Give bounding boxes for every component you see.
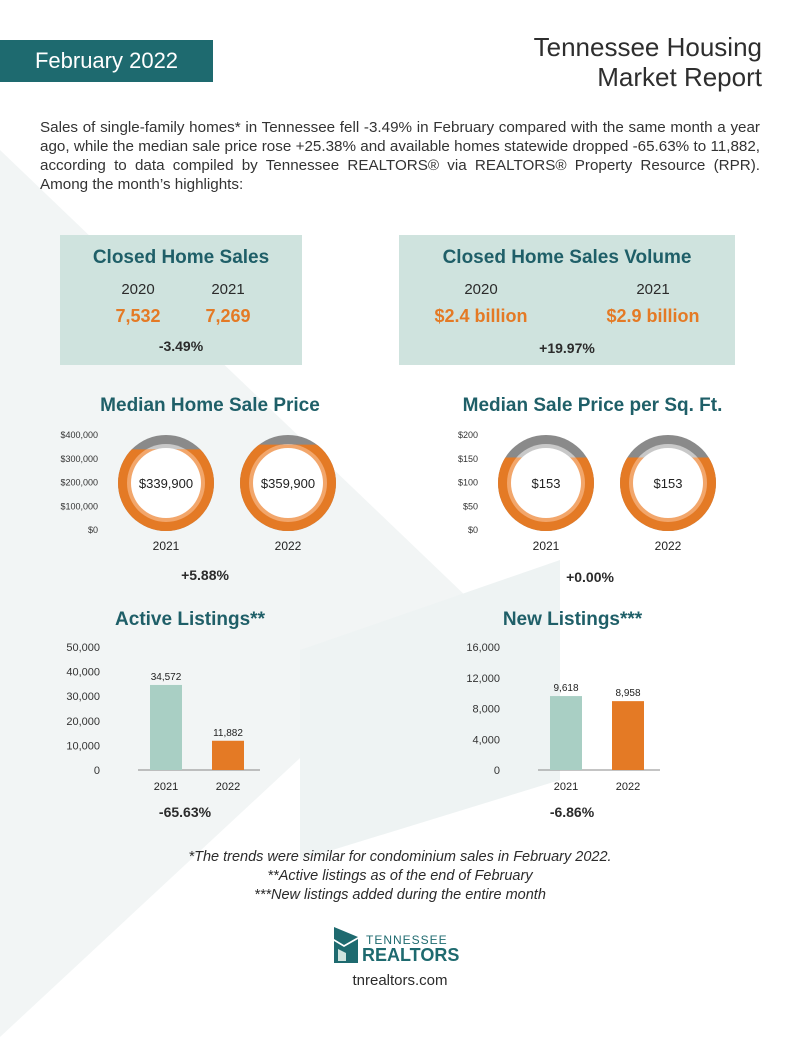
new-listings-chart: 16,000 12,000 8,000 4,000 0 9,618 2021 8,958 202… <box>466 642 660 793</box>
new-listings-title: New Listings*** <box>502 609 643 630</box>
donut-value-label: $153 <box>532 476 561 491</box>
intro-paragraph: Sales of single-family homes* in Tenness… <box>40 119 760 193</box>
y-tick-label: $0 <box>88 525 98 535</box>
y-tick-label: $200 <box>458 430 478 440</box>
y-tick-label: 16,000 <box>466 642 500 654</box>
closed-volume-value-a: $2.4 billion <box>434 306 528 326</box>
y-tick-label: 10,000 <box>66 740 100 752</box>
report-title-line2: Market Report <box>597 62 762 92</box>
x-category-label: 2022 <box>616 781 640 793</box>
donut-center <box>131 448 201 518</box>
y-tick-label: 30,000 <box>66 691 100 703</box>
donut-value-label: $339,900 <box>139 476 193 491</box>
y-tick-label: $200,000 <box>60 478 98 488</box>
closed-volume-change: +19.97% <box>539 340 595 356</box>
donut-center <box>633 448 703 518</box>
y-tick-label: $150 <box>458 454 478 464</box>
bar <box>612 701 644 770</box>
y-tick-label: $50 <box>463 501 478 511</box>
footnote-1: *The trends were similar for condominium… <box>188 849 612 865</box>
closed-volume-box: Closed Home Sales Volume 2020 2021 $2.4 … <box>399 235 735 365</box>
median-price-title: Median Home Sale Price <box>100 395 320 416</box>
footnote-2: **Active listings as of the end of Febru… <box>267 868 533 884</box>
logo-word-realtors: REALTORS <box>362 945 460 965</box>
active-listings-change: -65.63% <box>158 804 212 820</box>
website-link[interactable]: tnrealtors.com <box>352 972 448 989</box>
y-tick-label: 40,000 <box>66 667 100 679</box>
x-category-label: 2022 <box>655 539 682 553</box>
x-category-label: 2022 <box>275 539 302 553</box>
active-listings-title: Active Listings** <box>115 609 265 630</box>
active-listings-chart: 50,000 40,000 30,000 20,000 10,000 0 34,572 202… <box>66 642 260 793</box>
median-price-change: +5.88% <box>181 567 229 583</box>
donut-value-label: $359,900 <box>261 476 315 491</box>
bar <box>150 684 182 770</box>
closed-sales-change: -3.49% <box>158 338 204 354</box>
bar-value-label: 9,618 <box>553 683 578 694</box>
y-tick-label: $100 <box>458 478 478 488</box>
y-tick-label: 50,000 <box>66 642 100 654</box>
closed-volume-year-b: 2021 <box>636 281 670 298</box>
y-tick-label: 12,000 <box>466 673 500 685</box>
x-category-label: 2022 <box>216 781 240 793</box>
closed-volume-value-b: $2.9 billion <box>606 306 700 326</box>
closed-sales-year-a: 2020 <box>121 281 155 298</box>
new-listings-change: -6.86% <box>549 804 595 820</box>
closed-sales-title: Closed Home Sales <box>92 247 270 268</box>
y-tick-label: 20,000 <box>66 716 100 728</box>
date-badge: February 2022 <box>0 40 213 82</box>
y-tick-label: 4,000 <box>472 734 500 746</box>
x-category-label: 2021 <box>153 539 180 553</box>
x-category-label: 2021 <box>533 539 560 553</box>
bar-value-label: 11,882 <box>213 728 243 739</box>
median-sqft-title: Median Sale Price per Sq. Ft. <box>462 395 723 416</box>
y-tick-label: $0 <box>468 525 478 535</box>
bar-value-label: 8,958 <box>615 688 640 699</box>
y-tick-label: $100,000 <box>60 501 98 511</box>
donut-center <box>511 448 581 518</box>
tn-realtors-logo-icon <box>334 927 358 963</box>
logo-word-tennessee: TENNESSEE <box>366 933 448 947</box>
y-tick-label: 0 <box>94 765 100 777</box>
donut-value-label: $153 <box>654 476 683 491</box>
bar <box>212 740 244 770</box>
x-category-label: 2021 <box>154 781 178 793</box>
closed-sales-value-b: 7,269 <box>205 306 251 326</box>
y-tick-label: $300,000 <box>60 454 98 464</box>
closed-sales-value-a: 7,532 <box>115 306 161 326</box>
closed-sales-box: Closed Home Sales 2020 2021 7,532 7,269 … <box>60 235 302 365</box>
closed-volume-title: Closed Home Sales Volume <box>442 247 692 268</box>
x-category-label: 2021 <box>554 781 578 793</box>
median-sqft-change: +0.00% <box>566 569 614 585</box>
donut-center <box>253 448 323 518</box>
closed-volume-year-a: 2020 <box>464 281 498 298</box>
footnote-3: ***New listings added during the entire … <box>254 887 546 903</box>
median-price-chart: $400,000 $300,000 $200,000 $100,000 $0 $339,9… <box>60 430 336 553</box>
median-sqft-chart: $200 $150 $100 $50 $0 $153 2021 $153 2022 <box>458 430 716 553</box>
y-tick-label: $400,000 <box>60 430 98 440</box>
y-tick-label: 0 <box>494 765 500 777</box>
closed-sales-year-b: 2021 <box>211 281 245 298</box>
bar-value-label: 34,572 <box>151 672 182 683</box>
report-title-line1: Tennessee Housing <box>533 32 762 62</box>
y-tick-label: 8,000 <box>472 704 500 716</box>
bar <box>550 696 582 770</box>
